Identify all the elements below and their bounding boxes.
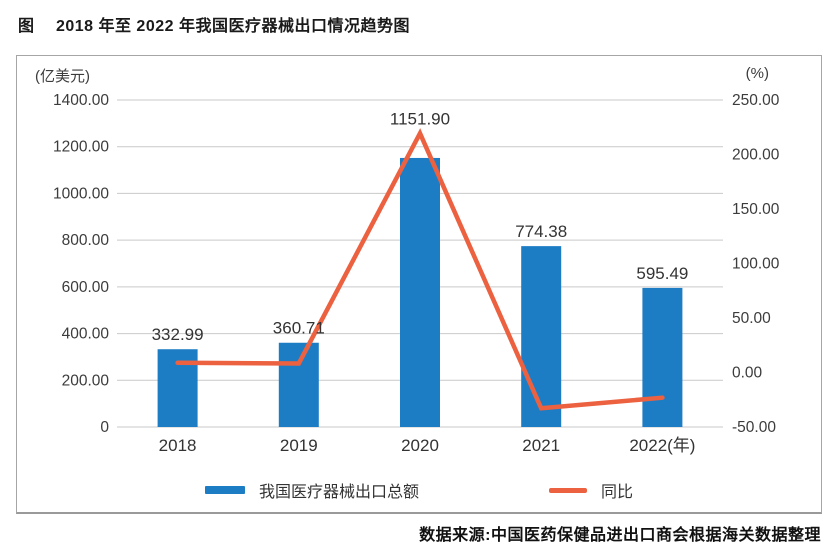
chart-legend: 我国医疗器械出口总额 同比 [17,478,821,502]
export-total-legend-swatch [204,486,245,494]
right-axis-unit-label: (%) [745,65,769,82]
bar-value-label: 332.99 [152,325,204,344]
right-axis-tick: 250.00 [732,92,780,109]
bar-2022 [642,287,683,427]
right-axis-tick: -50.00 [732,419,776,436]
x-axis-tick: 2020 [401,436,439,455]
yoy-line [175,128,665,411]
right-axis-tick: 50.00 [732,310,771,327]
x-axis-tick: 2019 [280,436,318,455]
yoy-legend-swatch [549,487,587,493]
right-axis-tick: 0.00 [732,365,763,382]
right-axis-tick: 200.00 [732,147,780,164]
chart-title: 图 2018 年至 2022 年我国医疗器械出口情况趋势图 [18,18,410,35]
export-total-legend-label: 我国医疗器械出口总额 [258,484,419,501]
bar-value-label: 360.71 [273,319,325,338]
x-axis-tick: 2018 [159,436,197,455]
legend-item-yoy: 同比 [549,478,633,502]
bar-value-label: 774.38 [515,222,567,241]
left-axis-tick: 200.00 [62,372,110,389]
bar-2019 [278,342,319,427]
left-axis-tick: 1200.00 [53,139,109,156]
legend-item-export-total: 我国医疗器械出口总额 [204,478,419,502]
left-axis-tick: 0 [100,419,109,436]
left-axis-tick: 400.00 [62,326,110,343]
combo-chart-plot: 1400.00 1200.00 1000.00 800.00 600.00 400.00 2… [53,92,780,455]
x-axis-tick: 2022(年) [629,436,695,455]
left-axis-tick: 1400.00 [53,92,109,109]
bar-value-label: 595.49 [636,264,688,283]
bar-2021 [521,246,562,427]
x-axis-tick: 2021 [522,436,560,455]
yoy-legend-label: 同比 [601,484,634,501]
data-source-note: 数据来源:中国医药保健品进出口商会根据海关数据整理 [419,527,821,544]
right-axis-tick: 150.00 [732,201,780,218]
chart-box: (亿美元) (%) 1400.00 1200.00 1000.00 800.00 600… [16,55,822,514]
right-axis-tick: 100.00 [732,256,780,273]
left-axis-unit-label: (亿美元) [35,68,90,85]
left-axis-tick: 600.00 [62,279,110,296]
left-axis-tick: 800.00 [62,232,110,249]
bar-value-label: 1151.90 [390,109,450,128]
bar-2020 [400,157,440,427]
left-axis-tick: 1000.00 [53,185,109,202]
